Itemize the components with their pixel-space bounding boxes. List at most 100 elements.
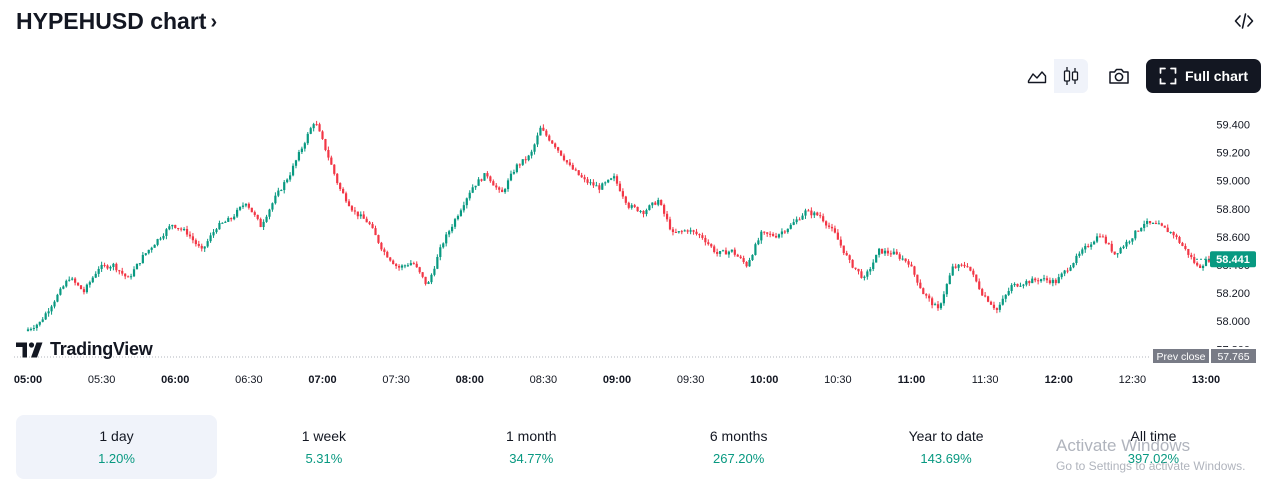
candle [1160,222,1163,227]
candle [1028,280,1031,286]
price-chart[interactable]: 59.40059.20059.00058.80058.60058.40058.2… [0,100,1280,390]
candle [754,242,757,256]
period-change: 34.77% [509,451,554,466]
candle [44,311,47,321]
candle [274,192,277,205]
candle [224,220,227,223]
period-tab-1[interactable]: 1 week 5.31% [223,415,424,479]
candle [830,223,834,232]
candle [206,238,209,248]
candle [660,199,663,206]
candle [604,181,607,186]
candle [321,130,324,140]
candle [1131,238,1134,245]
candle [106,264,109,270]
candle [392,259,395,265]
full-chart-button[interactable]: Full chart [1145,59,1261,93]
period-change: 143.69% [920,451,972,466]
candle [115,262,118,273]
candle [742,255,745,264]
candle [244,203,248,208]
candles [26,120,1211,332]
candle [291,163,295,177]
candle [592,179,595,188]
candle [777,233,781,239]
candle [1057,273,1060,284]
candle [277,187,280,198]
candle [185,225,189,237]
current-price-text: 58.441 [1216,254,1250,266]
candle [32,324,35,331]
candle [701,232,704,240]
candle [79,285,83,290]
candle [745,261,748,268]
candle [445,232,448,247]
page-title[interactable]: HYPEHUSD chart › [16,8,217,35]
candle [780,228,784,238]
candle [851,259,854,269]
candle [748,257,751,267]
candle [945,283,948,297]
candle [238,206,242,212]
candle [118,269,121,275]
candle [188,231,192,239]
candle [403,264,407,269]
candlestick-icon[interactable] [1053,59,1088,93]
candle [819,212,822,219]
candle [698,233,701,239]
candle [833,225,837,234]
period-tab-5[interactable]: All time 397.02% [1053,415,1254,479]
candle [645,208,648,217]
candle [530,149,533,159]
code-icon[interactable] [1232,10,1256,32]
candle [1025,279,1028,287]
candle [1007,287,1010,297]
candle [265,214,268,223]
x-tick-label: 11:00 [898,374,926,386]
chart-title[interactable]: HYPEHUSD chart [16,8,207,34]
prev-close-value-text: 57.765 [1217,351,1249,363]
candle [524,156,527,164]
candle [171,224,174,230]
x-tick-label: 06:30 [235,374,263,386]
candle [615,174,619,187]
candle [97,266,100,277]
candle [960,263,963,267]
period-tab-3[interactable]: 6 months 267.20% [638,415,839,479]
candle [389,256,392,262]
camera-icon[interactable] [1102,59,1136,93]
candle [344,191,348,203]
candle [283,180,286,194]
x-tick-label: 08:30 [530,374,558,386]
candle [377,234,380,244]
candle [904,258,907,263]
candle [350,205,354,212]
period-tab-0[interactable]: 1 day 1.20% [16,415,217,479]
chart-style-toggle [1019,59,1088,93]
candle [76,282,80,287]
candle [498,186,501,193]
candle [68,276,71,282]
candle [1146,218,1149,228]
area-line-icon[interactable] [1019,59,1054,93]
candle [159,236,162,241]
candle [527,154,530,162]
candle [1081,247,1084,256]
period-tab-4[interactable]: Year to date 143.69% [846,415,1047,479]
period-tab-2[interactable]: 1 month 34.77% [431,415,632,479]
x-tick-label: 06:00 [161,374,189,386]
candle [839,236,842,248]
candle [518,163,521,169]
candle [1104,234,1107,245]
candle [368,220,371,226]
candle [680,229,683,235]
candle [315,120,318,126]
candle [771,232,775,237]
tradingview-logo[interactable]: TradingView [16,339,153,360]
candle [1187,248,1190,258]
candle [1045,275,1049,284]
chevron-right-icon[interactable]: › [210,11,218,33]
period-label: 1 day [99,428,134,444]
candle [421,271,424,279]
candle [1190,252,1193,260]
